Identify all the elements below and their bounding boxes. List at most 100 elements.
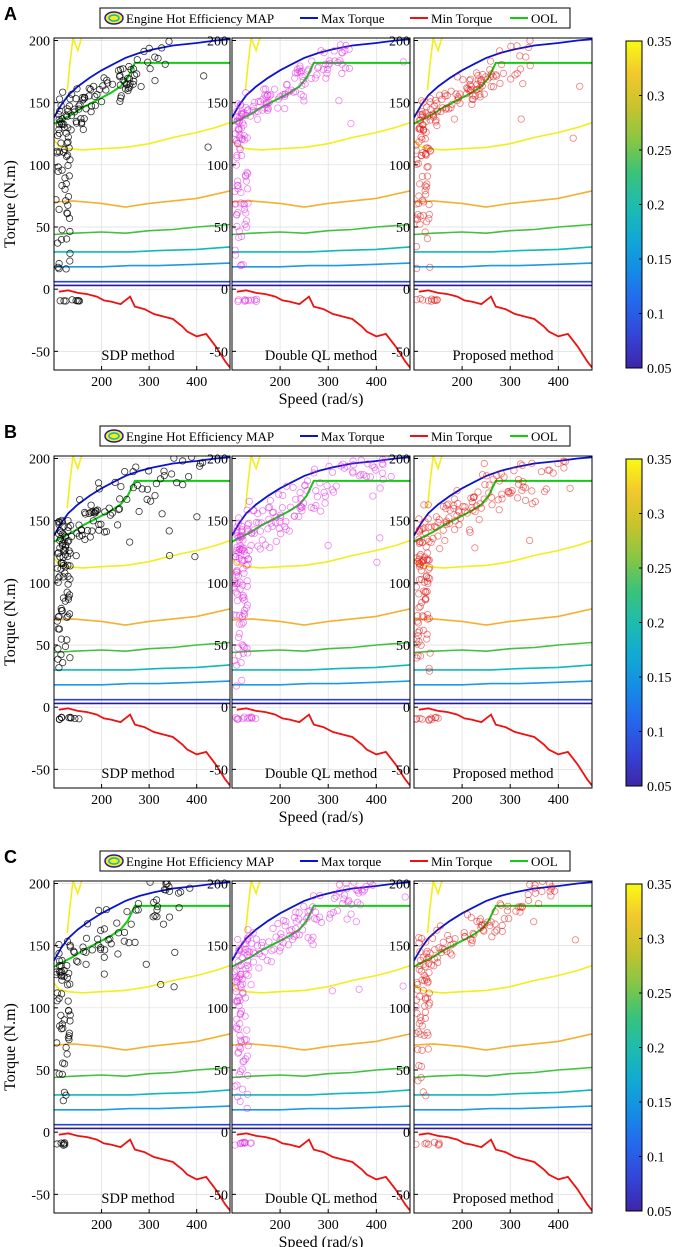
data-point — [63, 210, 72, 218]
data-point — [88, 946, 96, 954]
data-point — [145, 467, 153, 475]
data-point — [60, 1016, 69, 1024]
data-point — [322, 74, 330, 82]
data-point — [91, 102, 99, 110]
data-point — [233, 222, 241, 230]
legend-entry-2: Min Torque — [431, 854, 493, 869]
data-point — [489, 83, 498, 91]
data-point — [526, 62, 534, 70]
data-point — [364, 460, 372, 468]
data-point — [355, 985, 363, 993]
data-point — [471, 544, 479, 552]
data-point — [347, 120, 355, 128]
data-point — [54, 968, 60, 976]
data-point — [546, 881, 554, 888]
efficiency-contour — [414, 246, 592, 253]
data-point — [243, 134, 251, 142]
data-point — [460, 933, 469, 941]
y-axis-title: Torque (N.m) — [2, 578, 19, 666]
data-point — [446, 506, 454, 514]
data-point — [147, 497, 155, 505]
data-point — [266, 92, 274, 100]
data-point — [415, 555, 423, 563]
data-point — [431, 96, 439, 105]
data-point — [513, 42, 521, 50]
data-point — [256, 98, 264, 106]
data-point — [474, 488, 482, 496]
data-point — [466, 528, 474, 536]
data-point — [237, 113, 245, 121]
subplot-3: 200 300 400 -50 0 50 100 150 200 Proposed method — [389, 34, 593, 390]
efficiency-contour — [232, 190, 410, 208]
plot-frame — [231, 37, 411, 371]
data-point — [54, 578, 62, 586]
data-point — [534, 899, 543, 908]
data-point — [325, 57, 333, 65]
data-point — [345, 897, 353, 905]
data-point — [264, 504, 272, 512]
colorbar-tick-label: 0.2 — [647, 617, 665, 632]
plot-content — [232, 456, 410, 787]
data-point — [298, 507, 306, 515]
data-point — [423, 163, 431, 171]
data-point — [243, 506, 251, 514]
data-point — [414, 996, 420, 1004]
data-point — [414, 619, 422, 627]
data-point — [153, 903, 162, 911]
data-point — [83, 920, 92, 928]
data-point — [415, 192, 423, 200]
data-point — [419, 986, 427, 994]
data-point — [416, 602, 424, 611]
data-point — [101, 946, 109, 954]
data-point — [285, 527, 293, 535]
data-point — [436, 91, 444, 99]
data-point — [85, 84, 93, 93]
efficiency-contour — [414, 664, 592, 671]
data-point — [419, 562, 427, 570]
data-point — [81, 94, 89, 102]
data-point — [414, 1028, 422, 1036]
data-point — [275, 947, 284, 955]
data-point — [171, 948, 179, 957]
data-point — [55, 129, 63, 137]
data-point — [57, 139, 65, 147]
data-point — [279, 916, 288, 925]
data-point — [274, 95, 282, 103]
data-point — [418, 612, 427, 620]
data-point — [428, 715, 436, 724]
data-point — [549, 469, 557, 477]
data-point — [399, 58, 407, 66]
data-point — [235, 620, 243, 628]
legend-entry-map: Engine Hot Efficiency MAP — [126, 429, 274, 444]
data-point — [366, 881, 374, 886]
data-point — [324, 61, 332, 69]
data-point — [60, 145, 69, 153]
data-point — [59, 594, 68, 602]
data-point — [57, 635, 66, 643]
efficiency-contour — [414, 1033, 592, 1051]
data-point — [456, 99, 464, 107]
data-point — [423, 235, 431, 243]
data-point — [267, 519, 275, 527]
legend: Engine Hot Efficiency MAP Max Torque Min T… — [99, 7, 571, 29]
data-point — [233, 715, 241, 723]
data-point — [252, 518, 260, 527]
data-point — [239, 618, 247, 627]
data-point — [244, 1090, 252, 1098]
data-point — [426, 98, 434, 106]
data-point — [55, 664, 63, 672]
data-point — [298, 72, 306, 81]
data-point — [146, 881, 154, 886]
min-torque-line — [418, 289, 592, 369]
data-point — [315, 913, 324, 921]
data-point — [77, 115, 85, 123]
data-point — [57, 1139, 65, 1147]
data-point — [461, 507, 469, 515]
data-point — [528, 487, 536, 495]
data-point — [263, 956, 271, 965]
data-point — [307, 936, 315, 945]
data-point — [415, 199, 423, 207]
data-point — [55, 518, 63, 527]
data-point — [58, 1020, 66, 1028]
